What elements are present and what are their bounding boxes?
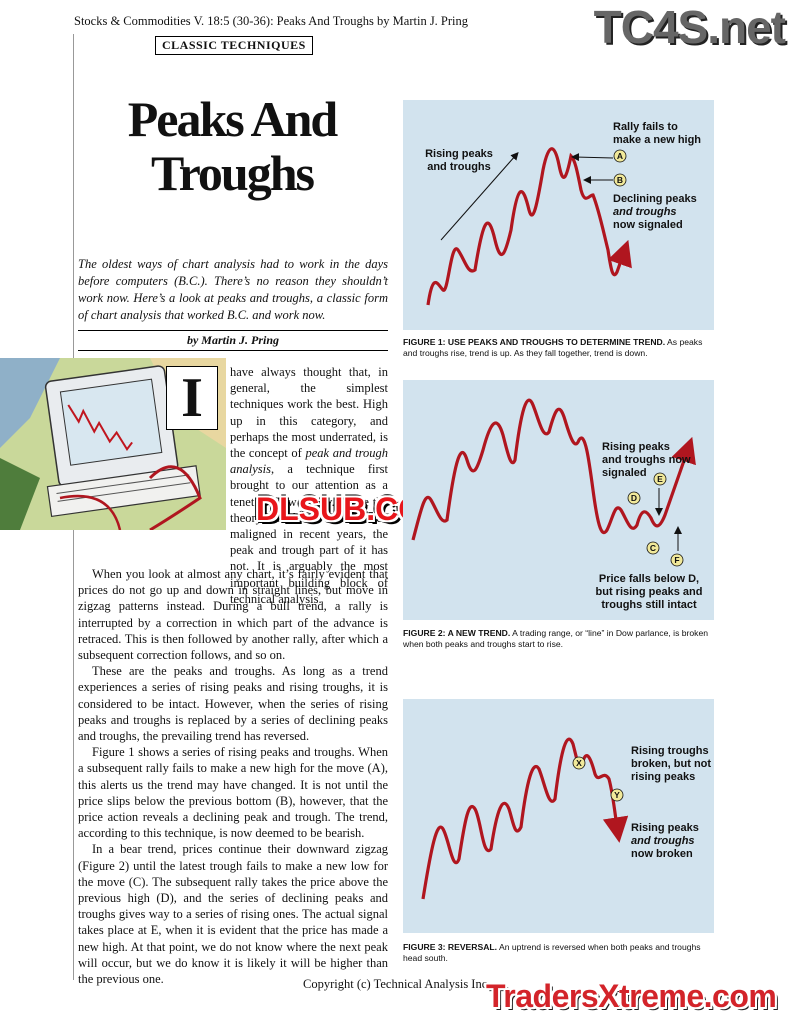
svg-text:X: X xyxy=(576,758,582,768)
svg-text:now signaled: now signaled xyxy=(613,219,683,231)
byline-rule-top xyxy=(78,330,388,331)
figure-2-caption: FIGURE 2: A NEW TREND. A trading range, … xyxy=(403,628,709,649)
figure-1-panel: A B Rising peaks and troughs Rally fails… xyxy=(403,100,714,330)
watermark-top: TC4S.net xyxy=(593,1,786,53)
svg-text:B: B xyxy=(617,175,623,185)
svg-text:and troughs: and troughs xyxy=(427,161,491,173)
title-line-2: Troughs xyxy=(150,145,315,201)
svg-text:F: F xyxy=(674,555,679,565)
trend-arrow xyxy=(440,152,519,241)
paragraph-3: These are the peaks and troughs. As long… xyxy=(78,664,388,744)
svg-text:D: D xyxy=(631,493,637,503)
price-line xyxy=(411,398,696,541)
figure-2-panel: E D C F Rising peaks and troughs now sig… xyxy=(403,380,714,620)
byline: by Martin J. Pring xyxy=(186,333,279,347)
body-main-column: When you look at almost any chart, it’s … xyxy=(78,566,388,987)
copyright: Copyright (c) Technical Analysis Inc. xyxy=(303,977,491,991)
svg-text:broken, but not: broken, but not xyxy=(631,758,711,770)
figure-3-caption: FIGURE 3: REVERSAL. An uptrend is revers… xyxy=(403,942,701,963)
svg-text:now broken: now broken xyxy=(631,848,693,860)
paragraph-5: In a bear trend, prices continue their d… xyxy=(78,842,388,987)
figure-1-chart: A B Rising peaks and troughs Rally fails… xyxy=(425,121,701,306)
paragraph-4: Figure 1 shows a series of rising peaks … xyxy=(78,745,388,841)
price-line xyxy=(426,147,632,306)
label-rising-signaled: Rising peaks xyxy=(602,441,670,453)
svg-text:A: A xyxy=(617,151,623,161)
svg-text:rising peaks: rising peaks xyxy=(631,771,695,783)
label-declining: Declining peaks xyxy=(613,193,697,205)
intro-text-cont: , a technique first brought to our atten… xyxy=(230,462,388,606)
svg-text:Y: Y xyxy=(614,790,620,800)
marker-y xyxy=(610,788,624,802)
label-rising: Rising peaks xyxy=(425,148,493,160)
running-head: Stocks & Commodities V. 18:5 (30-36): Pe… xyxy=(74,14,469,28)
paragraph-2: When you look at almost any chart, it’s … xyxy=(78,567,388,663)
figure-3-panel: X Y Rising troughs broken, but not risin… xyxy=(403,699,714,933)
svg-text:but rising peaks and: but rising peaks and xyxy=(596,586,703,598)
marker-a xyxy=(613,149,627,163)
watermark-bottom: TradersXtreme.com xyxy=(486,978,777,1014)
marker-b xyxy=(613,173,627,187)
marker-x xyxy=(572,756,586,770)
marker-e xyxy=(653,472,667,486)
price-line xyxy=(421,737,629,900)
svg-text:signaled: signaled xyxy=(602,467,647,479)
svg-text:C: C xyxy=(650,543,656,553)
svg-text:and troughs now: and troughs now xyxy=(602,454,691,466)
body-intro-column: have always thought that, in general, th… xyxy=(230,364,388,607)
svg-text:troughs still intact: troughs still intact xyxy=(601,599,697,611)
figure-2-chart: E D C F Rising peaks and troughs now sig… xyxy=(411,398,703,611)
marker-c xyxy=(646,541,660,555)
marker-f xyxy=(670,553,684,567)
label-falls-below: Price falls below D, xyxy=(599,573,699,585)
label-rally-fails: Rally fails to xyxy=(613,121,678,133)
drop-cap: I xyxy=(166,366,218,430)
section-label: CLASSIC TECHNIQUES xyxy=(155,36,313,55)
intro-text: have always thought that, in general, th… xyxy=(230,365,388,461)
label-troughs-broken: Rising troughs xyxy=(631,745,709,757)
figure-3-chart: X Y Rising troughs broken, but not risin… xyxy=(421,737,711,900)
svg-text:and troughs: and troughs xyxy=(631,835,695,847)
figure-1-caption: FIGURE 1: USE PEAKS AND TROUGHS TO DETER… xyxy=(403,337,703,358)
marker-d xyxy=(627,491,641,505)
title-line-1: Peaks And xyxy=(127,91,338,147)
intro-emphasis: peak and trough analysis xyxy=(230,446,388,477)
byline-rule-bottom xyxy=(78,350,388,351)
svg-text:E: E xyxy=(657,474,663,484)
svg-text:and troughs: and troughs xyxy=(613,206,677,218)
svg-text:make a new high: make a new high xyxy=(613,134,701,146)
article-deck: The oldest ways of chart analysis had to… xyxy=(78,257,388,322)
article-title: Peaks And Troughs xyxy=(78,92,386,200)
label-peaks-broken: Rising peaks xyxy=(631,822,699,834)
